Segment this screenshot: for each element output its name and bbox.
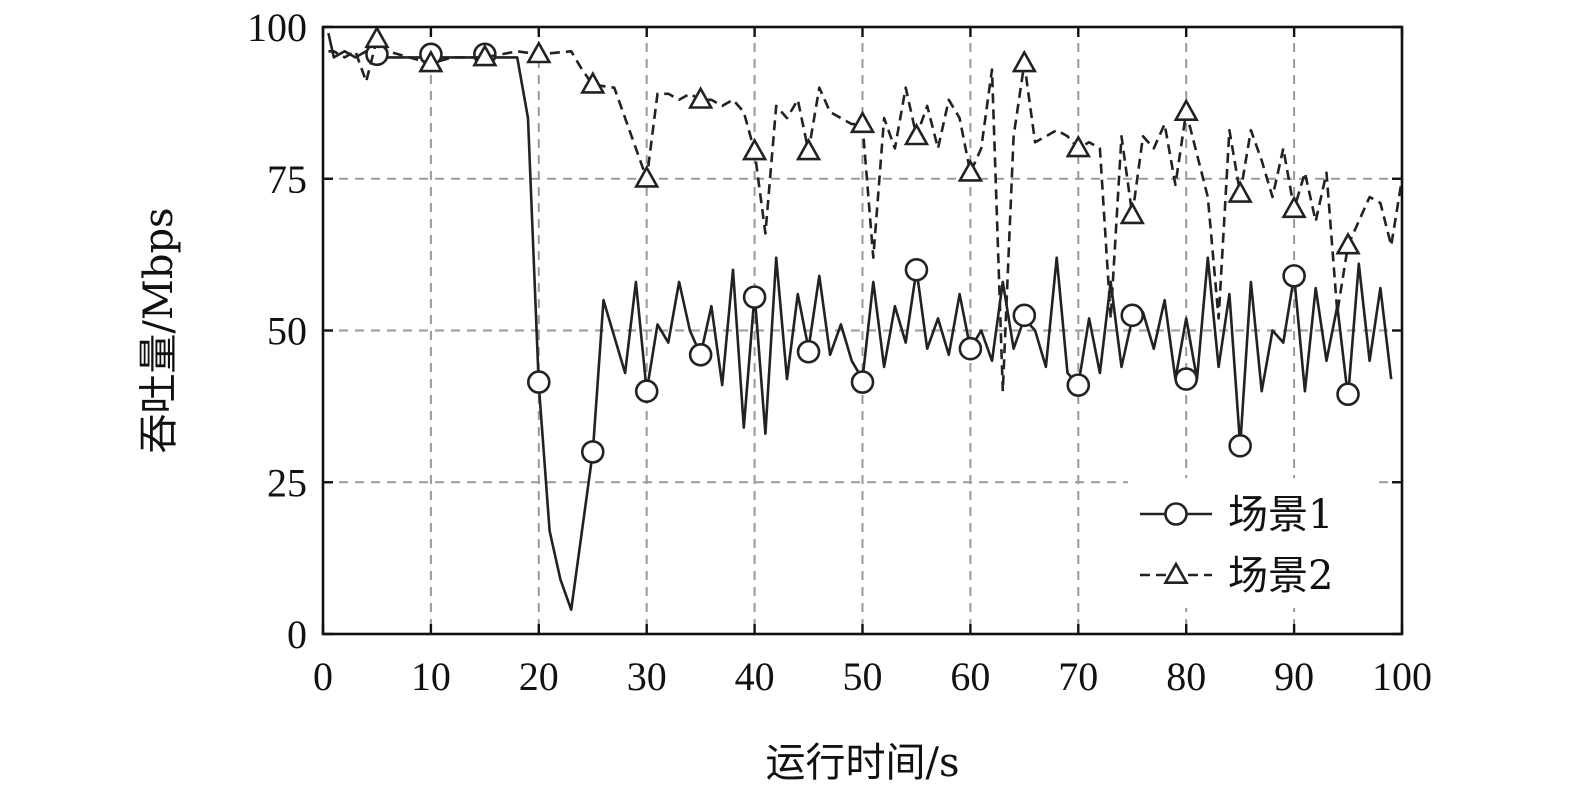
- x-tick-label: 30: [627, 654, 667, 699]
- triangle-marker: [849, 110, 876, 134]
- circle-marker: [1282, 264, 1306, 288]
- circle-marker: [904, 257, 929, 282]
- triangle-marker: [1281, 195, 1307, 219]
- legend: 场景1 场景2: [1128, 478, 1378, 608]
- legend-label-scenario-1: 场景1: [1228, 492, 1333, 538]
- circle-marker: [1012, 303, 1037, 328]
- circle-marker: [1336, 382, 1360, 407]
- triangle-marker: [472, 43, 498, 67]
- circle-marker: [688, 342, 713, 367]
- x-tick-label: 20: [519, 654, 559, 699]
- legend-marker-circle: [1164, 502, 1188, 526]
- triangle-marker: [741, 137, 768, 161]
- x-tick-label: 50: [843, 654, 883, 699]
- legend-marker-triangle: [1163, 561, 1189, 585]
- triangle-marker: [957, 159, 984, 182]
- x-tick-label: 60: [950, 654, 990, 699]
- triangle-marker: [1119, 201, 1145, 225]
- x-tick-label: 100: [1372, 654, 1432, 699]
- triangle-marker: [634, 165, 660, 188]
- series-layer: [327, 25, 1404, 612]
- circle-marker: [1174, 367, 1198, 391]
- x-axis-label: 运行时间/s: [765, 740, 959, 786]
- tick-labels: 0 10 20 30 40 50 60 70 80 90 100 0 25 50 75 100: [247, 5, 1432, 699]
- triangle-marker: [418, 49, 444, 73]
- triangle-marker: [795, 137, 822, 161]
- x-tick-label: 10: [411, 654, 451, 699]
- series-2-line: [328, 37, 1404, 393]
- circle-marker: [850, 370, 875, 394]
- series-2: [328, 25, 1404, 393]
- circle-marker: [742, 285, 767, 309]
- triangle-marker: [687, 86, 714, 109]
- triangle-marker: [1227, 180, 1253, 203]
- y-tick-label: 25: [267, 460, 307, 505]
- triangle-marker: [1335, 231, 1361, 255]
- triangle-marker: [364, 25, 390, 49]
- circle-marker: [958, 336, 983, 361]
- triangle-marker: [903, 122, 930, 146]
- x-tick-label: 80: [1166, 654, 1206, 699]
- y-axis-label: 吞吐量/Mbps: [136, 207, 182, 453]
- x-tick-label: 70: [1058, 654, 1098, 699]
- y-tick-label: 75: [267, 157, 307, 202]
- circle-marker: [580, 440, 605, 464]
- x-tick-label: 40: [735, 654, 775, 699]
- circle-marker: [1066, 373, 1091, 397]
- axis-ticks: [321, 25, 1404, 636]
- legend-label-scenario-2: 场景2: [1228, 553, 1333, 599]
- circle-marker: [1228, 434, 1252, 458]
- series-1-line: [327, 32, 1393, 612]
- triangle-marker: [1011, 49, 1038, 73]
- y-tick-label: 0: [287, 612, 307, 657]
- circle-marker: [1120, 303, 1145, 328]
- triangle-marker: [580, 71, 606, 94]
- y-tick-label: 100: [247, 5, 307, 50]
- x-tick-label: 0: [313, 654, 333, 699]
- y-tick-label: 50: [267, 309, 307, 354]
- circle-marker: [634, 379, 659, 404]
- legend-background: [1128, 478, 1378, 608]
- triangle-marker: [1065, 134, 1092, 158]
- triangle-marker: [1173, 98, 1199, 121]
- grid-lines: [323, 27, 1402, 634]
- x-tick-label: 90: [1274, 654, 1314, 699]
- circle-marker: [796, 339, 821, 364]
- circle-marker: [526, 370, 551, 394]
- triangle-marker: [526, 40, 552, 64]
